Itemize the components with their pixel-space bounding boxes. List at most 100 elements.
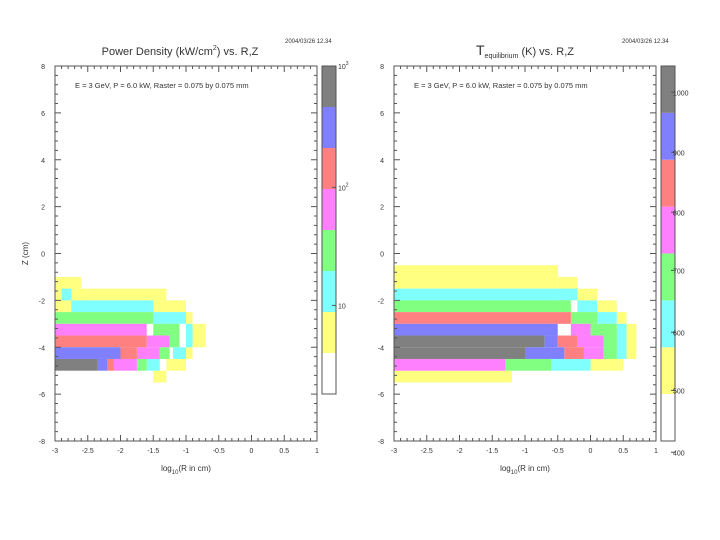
heatmap-cell: [394, 265, 558, 289]
x-tick-label: 0.5: [279, 448, 289, 455]
colorbar-band: [322, 312, 336, 353]
heatmap-cell: [55, 347, 121, 359]
x-tick-label: -2: [456, 448, 462, 455]
plot-frame: [393, 65, 657, 442]
colorbar-label-base: 10: [338, 64, 346, 71]
y-tick-label: -6: [378, 392, 384, 399]
heatmap-cell: [551, 358, 591, 371]
colorbar-band: [661, 300, 675, 348]
x-tick-label: -1: [522, 448, 528, 455]
heatmap-cell: [146, 335, 170, 348]
x-tick-label: -2.5: [421, 448, 433, 455]
colorbar-label-base: 10: [338, 185, 346, 192]
colorbar-label-base: 1000: [673, 90, 689, 97]
heatmap-cell: [97, 358, 108, 371]
colorbar-label: 800: [673, 210, 685, 217]
y-tick-label: 0: [380, 252, 384, 259]
y-tick-label: 0: [41, 252, 45, 259]
heatmap-cell: [169, 335, 180, 348]
x-tick-label: 0: [589, 448, 593, 455]
y-axis-label: Z (cm): [21, 242, 30, 265]
title-text-tail: (K) vs. R,Z: [518, 46, 574, 58]
heatmap-cell: [394, 358, 506, 371]
heatmap-cell: [616, 312, 627, 324]
heatmap-cell: [557, 335, 578, 348]
x-tick-label: -1: [183, 448, 189, 455]
y-tick-label: 6: [380, 111, 384, 118]
heatmap-cell: [616, 323, 627, 359]
x-label-text-tail: (R in cm): [517, 464, 550, 473]
heatmap-cell: [525, 347, 565, 359]
title-superscript: 2: [213, 45, 217, 52]
x-tick-label: -2: [117, 448, 123, 455]
colorbar-band: [661, 347, 675, 395]
colorbar-band: [322, 189, 336, 230]
colorbar-label-base: 700: [673, 268, 685, 275]
colorbar-label-base: 10: [338, 303, 346, 310]
y-tick-label: 8: [380, 64, 384, 71]
heatmap-cell: [113, 358, 137, 371]
heatmap-cell: [172, 347, 186, 359]
heatmap-cell: [557, 276, 578, 289]
heatmap-cell: [570, 312, 598, 324]
colorbar-label: 103: [338, 61, 349, 71]
heatmap-cell: [394, 370, 512, 383]
colorbar-label-base: 500: [673, 388, 685, 395]
x-label-text: log: [500, 464, 511, 473]
x-tick-label: -3: [391, 448, 397, 455]
power-density-panel: -3 -2.5 -2 -1.5 -1 -0.5 0 0.5 1 8 6 4 2 0 -2 -4 -6 -8 E = …: [21, 39, 349, 476]
x-label-subscript: 10: [511, 470, 518, 476]
y-tick-label: 2: [380, 205, 384, 212]
y-tick-label: 6: [41, 111, 45, 118]
colorbar-label-superscript: 2: [346, 182, 349, 188]
x-tick-label: -0.5: [552, 448, 564, 455]
colorbar-band: [661, 253, 675, 301]
heatmap-cell: [166, 358, 186, 371]
heatmap-cell: [186, 323, 193, 348]
x-tick-label: -0.5: [213, 448, 225, 455]
x-label-text: log: [161, 464, 172, 473]
x-tick-label: -2.5: [82, 448, 94, 455]
temperature-panel: -3 -2.5 -2 -1.5 -1 -0.5 0 0.5 1 8 6 4 2 0 -2 -4 -6 -8 E = …: [378, 39, 689, 476]
x-tick-label: -3: [52, 448, 58, 455]
heatmap-cell: [394, 323, 558, 336]
x-label-text-tail: (R in cm): [178, 464, 211, 473]
title-subscript: equilibrium: [485, 53, 519, 60]
y-tick-label: -2: [378, 298, 384, 305]
title-text: Power Density (kW/cm: [102, 46, 213, 58]
heatmap-cell: [107, 358, 114, 371]
y-tick-label: -6: [39, 392, 45, 399]
colorbar-label: 700: [673, 268, 685, 275]
plot-frame: [54, 65, 318, 442]
heatmap-cell: [55, 312, 154, 324]
timestamp: 2004/03/26 12.34: [622, 39, 669, 45]
heatmap-cell: [590, 323, 617, 336]
y-tick-label: -8: [39, 439, 45, 446]
colorbar-band: [661, 394, 675, 441]
colorbar-band: [322, 148, 336, 189]
heatmap-cell: [564, 347, 584, 359]
heatmap-cell: [603, 335, 617, 359]
chart-title: Power Density (kW/cm2) vs. R,Z: [102, 45, 259, 58]
colorbar-band: [322, 271, 336, 312]
heatmap-cell: [153, 323, 180, 336]
y-tick-label: -8: [378, 439, 384, 446]
colorbar-label: 400: [673, 450, 685, 457]
x-tick-label: -1.5: [147, 448, 159, 455]
colorbar-band: [661, 206, 675, 254]
heatmap-cell: [61, 288, 72, 301]
heatmap-cell: [583, 347, 604, 359]
colorbar-frame: [321, 65, 337, 395]
chart-title: Tequilibrium (K) vs. R,Z: [476, 42, 574, 60]
heatmap-cell: [71, 288, 167, 301]
colorbar-band: [322, 353, 336, 394]
x-tick-label: 1: [654, 448, 658, 455]
y-tick-label: 2: [41, 205, 45, 212]
y-tick-label: 4: [380, 158, 384, 165]
heatmap-cell: [570, 323, 591, 336]
colorbar-band: [661, 112, 675, 160]
heatmap-cell: [186, 312, 193, 324]
x-tick-label: -1.5: [486, 448, 498, 455]
colorbar-frame: [660, 65, 676, 442]
colorbar-label: 10: [338, 303, 346, 310]
